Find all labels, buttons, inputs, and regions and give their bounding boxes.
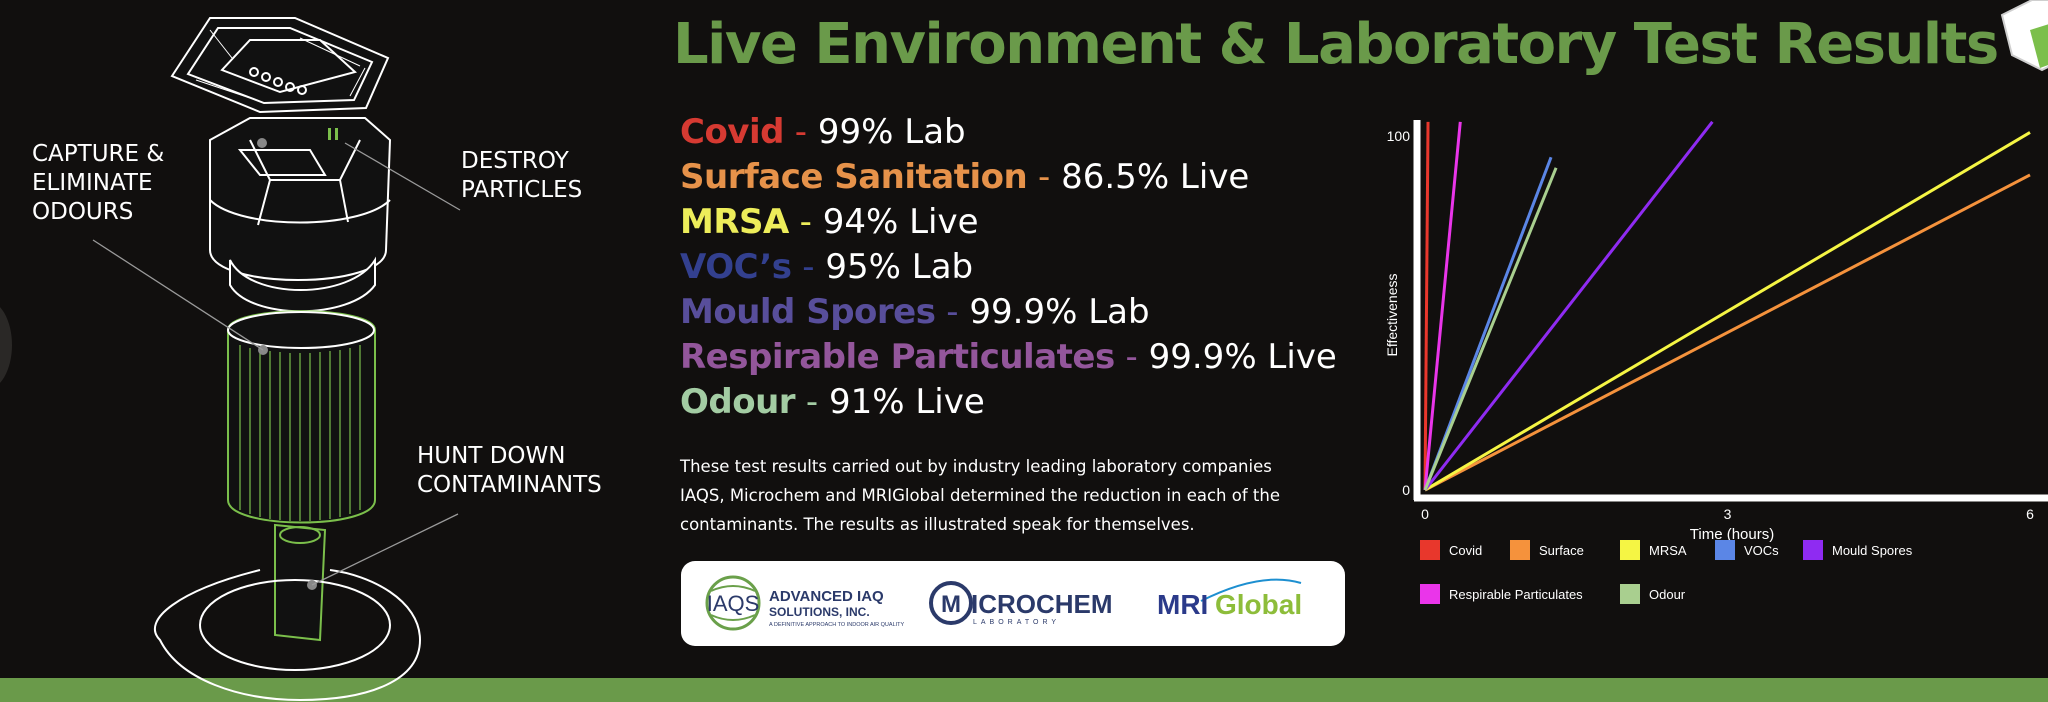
legend-label: Surface <box>1539 543 1584 558</box>
result-value: 94% Live <box>822 202 979 242</box>
legend-label: Mould Spores <box>1832 543 1913 558</box>
result-item-vocs: VOC’s - 95% Lab <box>680 245 1337 290</box>
legend-label: Respirable Particulates <box>1449 587 1583 602</box>
series-line-mrsa <box>1424 131 2031 492</box>
legend-item: Surface <box>1510 540 1584 560</box>
legend-swatch <box>1420 540 1440 560</box>
callout-hunt-contaminants: HUNT DOWN CONTAMINANTS <box>417 443 602 498</box>
results-description: These test results carried out by indust… <box>680 457 1280 534</box>
microchem-subtitle: LABORATORY <box>973 619 1060 626</box>
iaqs-name: ADVANCED IAQ <box>769 588 884 605</box>
series-line-respirable-particulates <box>1423 121 1462 491</box>
result-name: Surface Sanitation <box>680 157 1028 197</box>
result-value: 99.9% Live <box>1148 337 1337 377</box>
x-tick-label: 3 <box>1724 506 1732 522</box>
legend-label: VOCs <box>1744 543 1779 558</box>
series-line-odour <box>1423 167 1558 491</box>
chart-tick-labels: 0 3 6 0 100 <box>1387 128 2034 522</box>
callout-capture-odours: CAPTURE & ELIMINATE ODOURS <box>32 141 165 225</box>
x-tick-label: 6 <box>2026 506 2034 522</box>
result-item-respirable-particulates: Respirable Particulates - 99.9% Live <box>680 335 1337 380</box>
result-separator: - <box>802 247 815 287</box>
microchem-initial: M <box>941 591 961 618</box>
result-separator: - <box>946 292 959 332</box>
y-tick-label: 0 <box>1402 482 1410 498</box>
result-separator: - <box>805 382 819 422</box>
legend-item: VOCs <box>1715 540 1779 560</box>
iaqs-tagline: A DEFINITIVE APPROACH TO INDOOR AIR QUAL… <box>769 622 905 628</box>
result-item-mould-spores: Mould Spores - 99.9% Lab <box>680 290 1337 335</box>
callout-destroy-particles: DESTROY PARTICLES <box>461 148 583 203</box>
result-separator: - <box>799 202 812 242</box>
result-value: 86.5% Live <box>1061 157 1250 197</box>
result-name: Mould Spores <box>680 292 936 332</box>
partner-logos: IAQS ADVANCED IAQ SOLUTIONS, INC. A DEFI… <box>705 575 1302 631</box>
result-name: Odour <box>680 382 796 422</box>
result-value: 91% Live <box>828 382 985 422</box>
legend-swatch <box>1420 584 1440 604</box>
result-item-mrsa: MRSA - 94% Live <box>680 200 1337 245</box>
result-name: Covid <box>680 112 784 152</box>
legend-item: MRSA <box>1620 540 1687 560</box>
legend-swatch <box>1620 540 1640 560</box>
legend-item: Mould Spores <box>1803 540 1913 560</box>
legend-label: Odour <box>1649 587 1686 602</box>
microchem-logo: M ICROCHEM LABORATORY <box>929 581 1113 626</box>
result-value: 95% Lab <box>825 247 974 287</box>
results-list: Covid - 99% Lab Surface Sanitation - 86.… <box>680 110 1337 425</box>
legend-swatch <box>1803 540 1823 560</box>
x-axis-label: Time (hours) <box>1690 526 1774 543</box>
legend-label: Covid <box>1449 543 1482 558</box>
result-separator: - <box>1038 157 1051 197</box>
chart-series-lines <box>1423 120 2031 492</box>
page-edge-shape <box>0 300 12 390</box>
purifier-exploded-illustration <box>153 17 422 702</box>
result-separator: - <box>1125 337 1138 377</box>
x-tick-label: 0 <box>1421 506 1429 522</box>
y-axis-label: Effectiveness <box>1384 273 1400 356</box>
partner-logos-card: IAQS ADVANCED IAQ SOLUTIONS, INC. A DEFI… <box>681 561 1345 646</box>
microchem-name: ICROCHEM <box>971 589 1113 619</box>
legend-item: Respirable Particulates <box>1420 584 1583 604</box>
page-title: Live Environment & Laboratory Test Resul… <box>673 12 1999 77</box>
result-item-odour: Odour - 91% Live <box>680 380 1337 425</box>
result-name: MRSA <box>680 202 789 242</box>
mriglobal-part2: Global <box>1215 589 1302 620</box>
legend-swatch <box>1620 584 1640 604</box>
result-value: 99.9% Lab <box>969 292 1150 332</box>
iaqs-mark: IAQS <box>707 591 760 616</box>
result-item-surface-sanitation: Surface Sanitation - 86.5% Live <box>680 155 1337 200</box>
effectiveness-chart: Effectiveness Time (hours) 0 3 6 0 100 Covid… <box>1384 120 2048 604</box>
iaqs-logo: IAQS ADVANCED IAQ SOLUTIONS, INC. A DEFI… <box>705 575 905 631</box>
result-name: Respirable Particulates <box>680 337 1115 377</box>
mriglobal-logo: MRI Global <box>1157 578 1302 620</box>
result-item-covid: Covid - 99% Lab <box>680 110 1337 155</box>
result-name: VOC’s <box>680 247 792 287</box>
legend-item: Odour <box>1620 584 1686 604</box>
mriglobal-part1: MRI <box>1157 589 1208 620</box>
product-corner-image <box>2000 0 2048 72</box>
legend-label: MRSA <box>1649 543 1687 558</box>
series-line-covid <box>1423 121 1430 491</box>
result-value: 99% Lab <box>817 112 966 152</box>
series-line-mould-spores <box>1423 120 1714 491</box>
series-line-surface <box>1424 173 2031 492</box>
result-separator: - <box>794 112 808 152</box>
legend-item: Covid <box>1420 540 1482 560</box>
iaqs-line2: SOLUTIONS, INC. <box>769 605 870 619</box>
chart-legend: Covid Surface MRSA VOCs Mould Spores Respirab… <box>1420 540 1913 604</box>
y-tick-label: 100 <box>1387 128 1411 144</box>
legend-swatch <box>1510 540 1530 560</box>
legend-swatch <box>1715 540 1735 560</box>
